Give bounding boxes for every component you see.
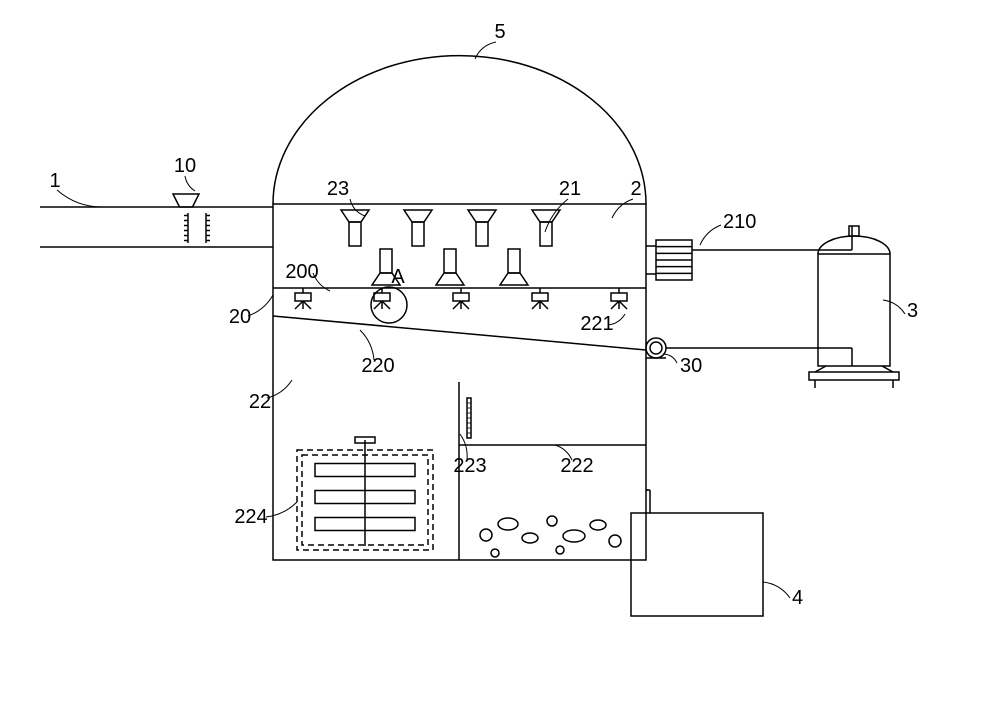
- label-n30: 30: [680, 355, 702, 377]
- label-n223: 223: [453, 455, 486, 477]
- label-n221: 221: [580, 313, 613, 335]
- label-n224: 224: [234, 506, 267, 528]
- label-n1: 1: [49, 170, 60, 192]
- label-n10: 10: [174, 155, 196, 177]
- label-n22: 22: [249, 391, 271, 413]
- label-n220: 220: [361, 355, 394, 377]
- label-n5: 5: [494, 21, 505, 43]
- label-n2: 2: [630, 178, 641, 200]
- label-n210: 210: [723, 211, 756, 233]
- label-n222: 222: [560, 455, 593, 477]
- diagram-canvas: 1 10 23 21 2 210 3 200 A 20 220 22 221 30 223 222 224 4 5: [0, 0, 1000, 710]
- label-n3: 3: [907, 300, 918, 322]
- label-n20: 20: [229, 306, 251, 328]
- label-n4: 4: [792, 587, 803, 609]
- box-4: [631, 513, 763, 616]
- hopper: [173, 194, 199, 207]
- label-nA: A: [391, 266, 405, 288]
- label-n200: 200: [285, 261, 318, 283]
- pump-30: [646, 338, 666, 358]
- label-n21: 21: [559, 178, 581, 200]
- label-n23: 23: [327, 178, 349, 200]
- tank-3: [818, 254, 890, 366]
